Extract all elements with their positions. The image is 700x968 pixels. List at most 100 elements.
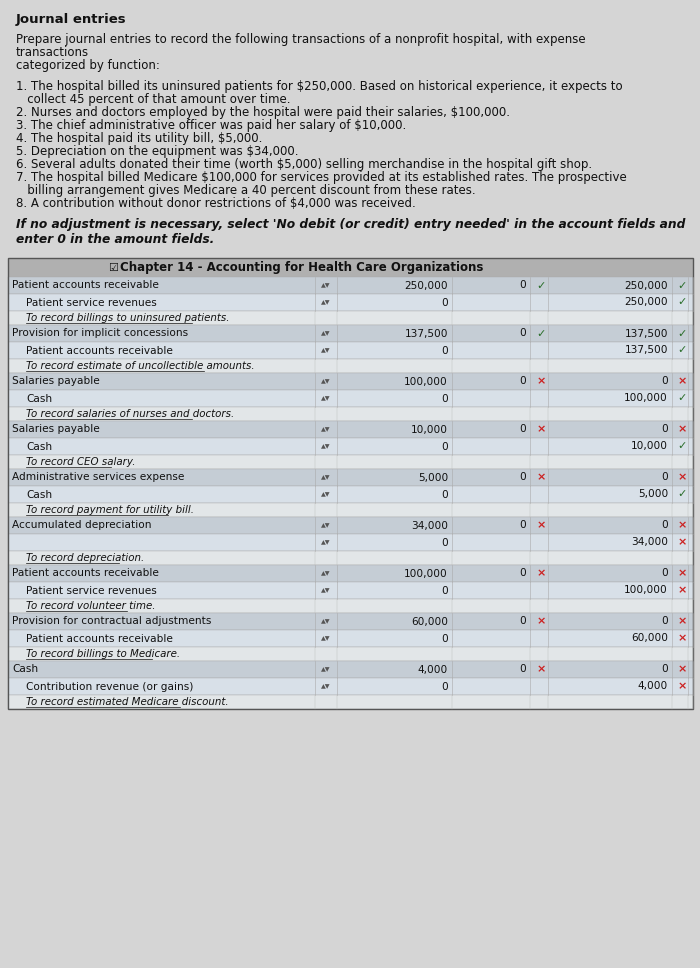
Bar (8, 258, 693, 709)
Text: ▲▼: ▲▼ (321, 619, 330, 624)
Text: Patient accounts receivable: Patient accounts receivable (26, 346, 173, 355)
Text: Chapter 14 - Accounting for Health Care Organizations: Chapter 14 - Accounting for Health Care … (120, 261, 484, 274)
Text: ×: × (678, 568, 687, 579)
Text: billing arrangement gives Medicare a 40 percent discount from these rates.: billing arrangement gives Medicare a 40 … (16, 184, 475, 197)
Text: ✓: ✓ (537, 328, 546, 339)
Bar (8, 661, 693, 678)
Text: ×: × (537, 568, 546, 579)
Text: Patient service revenues: Patient service revenues (26, 586, 157, 595)
Text: To record volunteer time.: To record volunteer time. (26, 601, 155, 611)
Text: 10,000: 10,000 (411, 425, 448, 435)
Text: 100,000: 100,000 (624, 586, 668, 595)
Text: ✓: ✓ (678, 346, 687, 355)
Text: ▲▼: ▲▼ (321, 667, 330, 672)
Text: ▲▼: ▲▼ (321, 492, 330, 497)
Text: ☑: ☑ (108, 262, 118, 273)
Text: 1. The hospital billed its uninsured patients for $250,000. Based on historical : 1. The hospital billed its uninsured pat… (16, 80, 622, 93)
Text: 60,000: 60,000 (631, 633, 668, 644)
Text: 0: 0 (441, 394, 448, 404)
Text: ×: × (537, 664, 546, 675)
Text: 2. Nurses and doctors employed by the hospital were paid their salaries, $100,00: 2. Nurses and doctors employed by the ho… (16, 106, 510, 119)
Text: ×: × (678, 681, 687, 691)
Bar (8, 613, 693, 630)
Text: ▲▼: ▲▼ (321, 636, 330, 641)
Bar (8, 534, 693, 551)
Text: ×: × (678, 633, 687, 644)
Text: Cash: Cash (12, 664, 38, 675)
Text: ✓: ✓ (678, 281, 687, 290)
Text: Administrative services expense: Administrative services expense (12, 472, 184, 482)
Text: To record estimate of uncollectible amounts.: To record estimate of uncollectible amou… (26, 361, 255, 371)
Text: ✓: ✓ (678, 328, 687, 339)
Text: 4. The hospital paid its utility bill, $5,000.: 4. The hospital paid its utility bill, $… (16, 132, 262, 145)
Text: ▲▼: ▲▼ (321, 523, 330, 528)
Text: 0: 0 (519, 521, 526, 530)
Text: Prepare journal entries to record the following transactions of a nonprofit hosp: Prepare journal entries to record the fo… (16, 33, 586, 46)
Bar (8, 455, 693, 469)
Bar (8, 421, 693, 438)
Text: To record depreciation.: To record depreciation. (26, 553, 144, 563)
Text: 0: 0 (519, 568, 526, 579)
Text: 4,000: 4,000 (418, 664, 448, 675)
Text: ×: × (678, 425, 687, 435)
Text: ▲▼: ▲▼ (321, 444, 330, 449)
Text: To record estimated Medicare discount.: To record estimated Medicare discount. (26, 697, 229, 707)
Text: ×: × (678, 586, 687, 595)
Text: ✓: ✓ (678, 441, 687, 451)
Bar (8, 277, 693, 294)
Bar (8, 373, 693, 390)
Text: 0: 0 (519, 377, 526, 386)
Text: 0: 0 (441, 681, 448, 691)
Text: 0: 0 (441, 490, 448, 499)
Text: ×: × (537, 377, 546, 386)
Text: 0: 0 (519, 328, 526, 339)
Bar (8, 551, 693, 565)
Text: 0: 0 (441, 346, 448, 355)
Bar (8, 258, 693, 277)
Bar (8, 325, 693, 342)
Text: 137,500: 137,500 (624, 328, 668, 339)
Text: To record billings to uninsured patients.: To record billings to uninsured patients… (26, 313, 230, 323)
Text: 0: 0 (519, 281, 526, 290)
Text: Cash: Cash (26, 441, 52, 451)
Text: 4,000: 4,000 (638, 681, 668, 691)
Text: ▲▼: ▲▼ (321, 540, 330, 545)
Text: 0: 0 (519, 664, 526, 675)
Text: 0: 0 (662, 617, 668, 626)
Text: ×: × (678, 537, 687, 548)
Text: 250,000: 250,000 (624, 297, 668, 308)
Text: 0: 0 (662, 425, 668, 435)
Text: ×: × (537, 425, 546, 435)
Text: To record payment for utility bill.: To record payment for utility bill. (26, 505, 194, 515)
Bar (8, 565, 693, 582)
Text: 100,000: 100,000 (405, 568, 448, 579)
Text: Cash: Cash (26, 394, 52, 404)
Text: Patient accounts receivable: Patient accounts receivable (26, 633, 173, 644)
Text: ▲▼: ▲▼ (321, 379, 330, 384)
Text: Provision for contractual adjustments: Provision for contractual adjustments (12, 617, 211, 626)
Text: ▲▼: ▲▼ (321, 588, 330, 593)
Text: collect 45 percent of that amount over time.: collect 45 percent of that amount over t… (16, 93, 290, 106)
Text: 250,000: 250,000 (624, 281, 668, 290)
Bar (8, 630, 693, 647)
Text: 0: 0 (441, 586, 448, 595)
Bar (8, 486, 693, 503)
Text: transactions: transactions (16, 46, 89, 59)
Text: 0: 0 (441, 633, 448, 644)
Text: ▲▼: ▲▼ (321, 396, 330, 401)
Text: 100,000: 100,000 (405, 377, 448, 386)
Text: 7. The hospital billed Medicare $100,000 for services provided at its establishe: 7. The hospital billed Medicare $100,000… (16, 171, 626, 184)
Text: 137,500: 137,500 (624, 346, 668, 355)
Bar (8, 469, 693, 486)
Text: ▲▼: ▲▼ (321, 571, 330, 576)
Text: 0: 0 (441, 297, 448, 308)
Text: ✓: ✓ (678, 490, 687, 499)
Text: ✓: ✓ (678, 394, 687, 404)
Text: 5,000: 5,000 (638, 490, 668, 499)
Text: Cash: Cash (26, 490, 52, 499)
Bar (8, 294, 693, 311)
Bar (8, 311, 693, 325)
Bar (8, 503, 693, 517)
Bar (8, 678, 693, 695)
Text: ▲▼: ▲▼ (321, 331, 330, 336)
